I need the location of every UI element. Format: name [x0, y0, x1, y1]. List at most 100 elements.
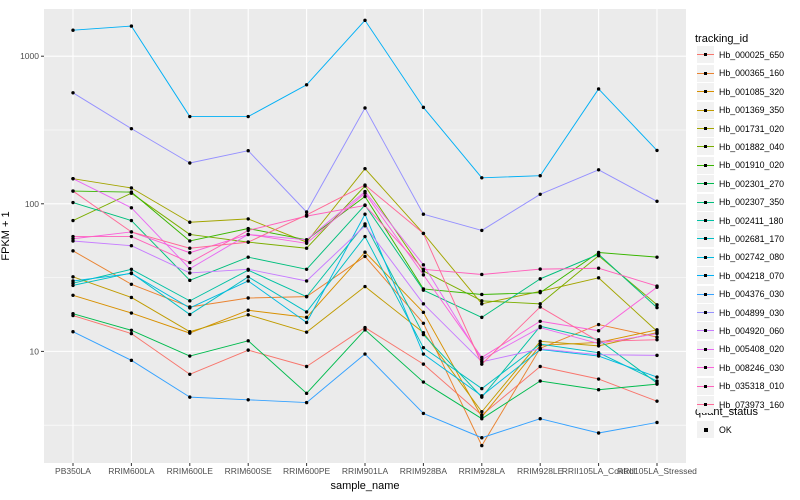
- x-axis-title: sample_name: [330, 480, 400, 492]
- data-point: [596, 87, 601, 91]
- data-point: [363, 106, 367, 110]
- legend-item-label: Hb_000025_650: [719, 49, 785, 60]
- legend-item-Hb_001369_350[interactable]: Hb_001369_350: [697, 101, 784, 119]
- legend-item-Hb_002742_080[interactable]: Hb_002742_080: [697, 248, 784, 266]
- legend-item-label: Hb_000365_160: [719, 68, 785, 79]
- data-point: [596, 329, 601, 333]
- data-point: [188, 232, 192, 237]
- legend-item-Hb_004920_060[interactable]: Hb_004920_060: [697, 322, 784, 340]
- data-point: [129, 282, 134, 286]
- legend-item-Hb_004899_030[interactable]: Hb_004899_030: [697, 304, 784, 321]
- data-point: [538, 174, 542, 178]
- data-point: [188, 329, 192, 334]
- data-point: [363, 212, 367, 216]
- data-point: [129, 206, 134, 210]
- series-points-Hb_004376_030: [71, 329, 659, 440]
- data-point: [363, 203, 367, 208]
- data-point: [188, 251, 192, 255]
- data-point: [71, 293, 75, 297]
- x-tick-label: RRIM600SE: [225, 466, 273, 476]
- legend-item-label: Hb_001731_020: [719, 123, 785, 134]
- legend-item-Hb_004218_070[interactable]: Hb_004218_070: [697, 267, 784, 285]
- data-point: [188, 114, 192, 119]
- legend-item-Hb_008246_030[interactable]: Hb_008246_030: [697, 359, 784, 377]
- legend-key-point: [704, 108, 707, 112]
- data-point: [129, 358, 134, 363]
- data-point: [421, 231, 426, 236]
- legend-key-point: [704, 53, 707, 57]
- legend-item-Hb_002301_270[interactable]: Hb_002301_270: [697, 175, 784, 193]
- data-point: [188, 161, 192, 165]
- data-point: [538, 339, 542, 344]
- data-point: [421, 105, 426, 110]
- legend-item-label: Hb_001085_320: [719, 86, 785, 97]
- legend-item-label: Hb_004899_030: [719, 307, 785, 318]
- legend-key-swatch: [697, 212, 714, 229]
- data-point: [480, 315, 484, 320]
- legend-key-swatch: [697, 138, 714, 156]
- data-point: [421, 212, 426, 216]
- data-point: [304, 400, 309, 405]
- data-point: [538, 302, 542, 306]
- data-point: [188, 239, 192, 243]
- data-point: [129, 24, 134, 28]
- data-point: [129, 126, 134, 131]
- data-point: [188, 267, 192, 271]
- legend-title-tracking-id: tracking_id: [695, 33, 749, 45]
- legend-item-Hb_001085_320[interactable]: Hb_001085_320: [697, 83, 785, 101]
- data-point: [655, 379, 659, 383]
- data-point: [304, 315, 309, 320]
- legend-item-Hb_002681_170[interactable]: Hb_002681_170: [697, 230, 784, 248]
- legend-key-swatch: [697, 46, 714, 64]
- legend-key-swatch: [697, 340, 714, 358]
- data-point: [71, 176, 75, 181]
- data-point: [655, 329, 659, 333]
- legend-item-Hb_005408_020[interactable]: Hb_005408_020: [697, 340, 784, 358]
- data-point: [304, 279, 309, 283]
- data-point: [246, 217, 250, 221]
- legend-item-Hb_002411_180[interactable]: Hb_002411_180: [697, 212, 783, 229]
- legend-key-swatch: [697, 267, 714, 285]
- data-point: [538, 192, 542, 196]
- data-point: [363, 191, 367, 195]
- legend-item-Hb_000025_650[interactable]: Hb_000025_650: [697, 46, 785, 64]
- data-point: [246, 279, 250, 283]
- legend-item-Hb_002307_350[interactable]: Hb_002307_350: [697, 193, 784, 211]
- data-point: [421, 310, 426, 315]
- data-point: [655, 305, 659, 310]
- data-point: [655, 148, 659, 153]
- data-point: [480, 302, 484, 306]
- data-point: [655, 375, 659, 379]
- data-point: [129, 186, 134, 190]
- legend-key-swatch: [697, 175, 714, 193]
- data-point: [421, 302, 426, 306]
- data-point: [71, 249, 75, 253]
- legend-key-swatch: [697, 83, 714, 101]
- data-point: [596, 431, 601, 435]
- legend-item-Hb_073973_160[interactable]: Hb_073973_160: [697, 396, 784, 413]
- data-point: [480, 299, 484, 303]
- data-point: [71, 275, 75, 279]
- legend-item-quant-OK[interactable]: OK: [697, 421, 732, 438]
- data-point: [71, 329, 75, 334]
- legend-item-Hb_001731_020[interactable]: Hb_001731_020: [697, 120, 784, 137]
- legend-key-swatch: [697, 248, 714, 266]
- data-point: [480, 386, 484, 391]
- data-point: [129, 218, 134, 223]
- y-tick-label: 10: [30, 346, 40, 356]
- legend-item-Hb_000365_160[interactable]: Hb_000365_160: [697, 64, 785, 82]
- data-point: [655, 399, 659, 403]
- legend-item-Hb_035318_010[interactable]: Hb_035318_010: [697, 377, 784, 395]
- legend-item-Hb_001910_020[interactable]: Hb_001910_020: [697, 156, 784, 174]
- legend-item-Hb_004376_030[interactable]: Hb_004376_030: [697, 285, 784, 303]
- data-point: [538, 319, 542, 323]
- data-point: [129, 331, 134, 336]
- x-tick-label: RRII105LA_Control: [562, 466, 636, 476]
- legend-item-Hb_001882_040[interactable]: Hb_001882_040: [697, 138, 784, 156]
- data-point: [246, 232, 250, 237]
- data-point: [480, 416, 484, 421]
- legend-key-swatch: [697, 322, 714, 340]
- legend-key-point: [704, 200, 707, 204]
- x-tick-label: RRIM600LA: [108, 466, 155, 476]
